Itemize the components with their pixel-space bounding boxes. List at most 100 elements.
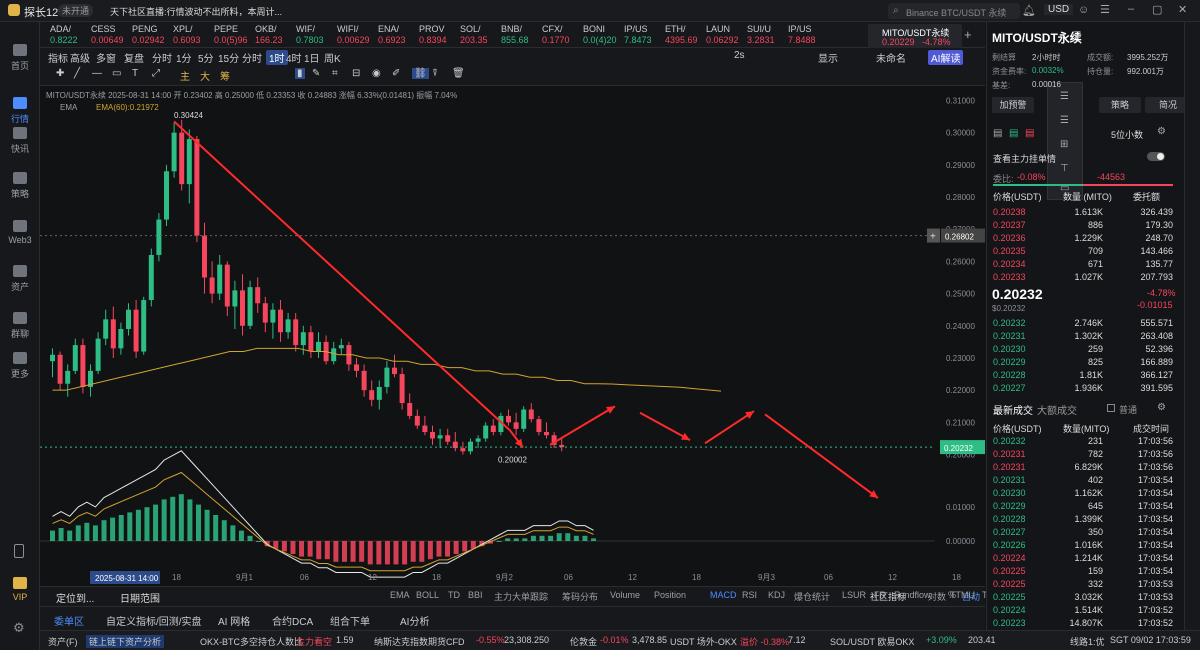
ticker-item[interactable]: PROV 0.8394 xyxy=(419,24,457,48)
toolbar-right-item[interactable]: AI解读 xyxy=(928,50,964,65)
maximize-icon[interactable]: ▢ xyxy=(1152,4,1163,16)
toolbar-item[interactable]: 复盘 xyxy=(124,54,144,65)
bid-row[interactable]: 0.20227 1.936K 391.595 xyxy=(993,383,1173,394)
ticker-item[interactable]: ETH/4395.69 xyxy=(665,24,703,48)
nav-more[interactable]: 更多 xyxy=(0,352,40,380)
hline-tool-icon[interactable]: — xyxy=(92,68,102,79)
phone-icon[interactable] xyxy=(14,544,24,558)
trade-settings-icon[interactable]: ⚙ xyxy=(1157,402,1166,413)
pen-icon[interactable]: ✐ xyxy=(392,68,401,79)
indicator-8[interactable]: MACD xyxy=(710,590,737,600)
ticker-item[interactable]: WIFI/0.00629 xyxy=(337,24,375,48)
ticker-item[interactable]: IP/US 7.8488 xyxy=(788,24,826,48)
ask-row[interactable]: 0.20236 1.229K 248.70 xyxy=(993,233,1173,244)
user-icon[interactable]: ☺ xyxy=(1078,4,1090,16)
bid-row[interactable]: 0.20231 1.302K 263.408 xyxy=(993,331,1173,342)
ticker-item[interactable]: SUI/U 3.2831 xyxy=(747,24,785,48)
projection-arrow-up[interactable] xyxy=(704,410,755,445)
ruler-icon[interactable]: ⌗ xyxy=(332,68,338,79)
strategy-button[interactable]: 策略 xyxy=(1099,97,1141,113)
copy-icon[interactable]: ❐ xyxy=(1073,30,1082,40)
bid-row[interactable]: 0.20230 259 52.396 xyxy=(993,344,1173,355)
date-range-button[interactable]: 日期范围 xyxy=(120,594,160,605)
toolbar-item[interactable]: 4时 xyxy=(286,54,302,65)
search-box[interactable]: ⌕ Binance BTC/USDT 永续 xyxy=(888,3,1020,19)
text-tool-icon[interactable]: T xyxy=(132,68,139,79)
ema-legend[interactable]: EMA xyxy=(60,103,78,112)
community-indicators[interactable]: 社区指标 xyxy=(870,592,907,602)
book-view-bids-icon[interactable]: ▤ xyxy=(1009,128,1019,139)
bottom-tab[interactable]: 组合下单 xyxy=(330,617,370,628)
alert-button[interactable]: 加预警 xyxy=(992,97,1034,113)
close-icon[interactable]: ✕ xyxy=(1178,4,1188,16)
nav-market[interactable]: 行情 xyxy=(0,97,40,125)
lock-icon[interactable]: ⊟ xyxy=(352,68,361,79)
percent-toggle[interactable]: % xyxy=(948,590,957,600)
toolbar-item[interactable]: 1日 xyxy=(304,54,320,65)
indicator-7[interactable]: Position xyxy=(654,590,687,600)
layout-4-icon[interactable]: ⊤ xyxy=(1060,163,1069,174)
crosshair-add-icon[interactable] xyxy=(927,228,940,243)
toolbar-right-item[interactable]: 2s xyxy=(734,50,745,61)
rect-tool-icon[interactable]: ▭ xyxy=(112,68,122,79)
btn-big[interactable]: 大 xyxy=(200,72,210,83)
ticker-item[interactable]: ENA/0.6923 xyxy=(378,24,416,48)
nav-home[interactable]: 首页 xyxy=(0,44,40,72)
indicator-6[interactable]: Volume xyxy=(610,590,641,600)
bottom-tab[interactable]: 合约DCA xyxy=(272,617,314,628)
trend-arrow-up[interactable] xyxy=(549,405,616,446)
toolbar-item[interactable]: 5分 xyxy=(198,54,214,65)
ticker-item[interactable]: WIF/0.7803 xyxy=(296,24,334,48)
trade-filter-checkbox[interactable] xyxy=(1107,404,1115,412)
toolbar-item[interactable]: 高级 xyxy=(70,54,90,65)
ticker-item[interactable]: CESS 0.00649 xyxy=(91,24,129,48)
account-badge[interactable]: 未开通 xyxy=(58,4,94,17)
ticker-item[interactable]: LAUN 0.06292 xyxy=(706,24,744,48)
minimize-icon[interactable]: – xyxy=(1128,3,1135,15)
toolbar-item[interactable]: 周K xyxy=(324,54,341,65)
nav-strategy[interactable]: 策略 xyxy=(0,172,40,200)
bell-icon[interactable]: 🔔︎ xyxy=(1022,5,1036,17)
bottom-tab[interactable]: AI分析 xyxy=(400,617,430,628)
indicator-5[interactable]: 筹码分布 xyxy=(562,592,599,602)
indicator-2[interactable]: TD xyxy=(448,590,460,600)
measure-icon[interactable]: ⤢ xyxy=(152,68,160,79)
add-tab-icon[interactable]: + xyxy=(964,27,972,42)
ticker-item[interactable]: IP/US 7.8473 xyxy=(624,24,662,48)
book-view-icon[interactable]: ▤ xyxy=(993,128,1003,139)
active-ticker[interactable]: MITO/USDT永续 0.20229 -4.78% xyxy=(868,24,962,48)
bottom-tab[interactable]: 委单区 xyxy=(54,617,84,628)
trend-arrow-2[interactable] xyxy=(639,411,691,441)
ask-row[interactable]: 0.20237 886 179.30 xyxy=(993,220,1173,231)
brush-icon[interactable]: ✎ xyxy=(312,68,321,79)
toolbar-item[interactable]: 多窗 xyxy=(96,54,116,65)
book-view-asks-icon[interactable]: ▤ xyxy=(1025,128,1035,139)
ticker-item[interactable]: PENG 0.02942 xyxy=(132,24,170,48)
toolbar-item[interactable]: 指标 xyxy=(48,54,68,65)
bid-row[interactable]: 0.20228 1.81K 366.127 xyxy=(993,370,1173,381)
indicator-3[interactable]: BBI xyxy=(468,590,483,600)
indicator-15[interactable]: TTMU xyxy=(950,590,975,600)
bid-row[interactable]: 0.20229 825 166.889 xyxy=(993,357,1173,368)
filter-icon[interactable]: ⍒ xyxy=(432,68,438,79)
trash-icon[interactable]: 🗑︎ xyxy=(452,68,465,79)
indicator-14[interactable]: Fundflow xyxy=(894,590,931,600)
link-icon[interactable]: ⛓ xyxy=(412,68,429,79)
app-logo[interactable]: 探长12 xyxy=(24,7,59,19)
nav-chat[interactable]: 群聊 xyxy=(0,312,40,340)
indicator-0[interactable]: EMA xyxy=(390,590,410,600)
projection-arrow-down[interactable] xyxy=(764,413,879,499)
indicator-10[interactable]: KDJ xyxy=(768,590,786,600)
nav-news[interactable]: 快讯 xyxy=(0,127,40,155)
indicator-12[interactable]: LSUR xyxy=(842,590,867,600)
toolbar-item[interactable]: 1分 xyxy=(176,54,192,65)
price-chart[interactable]: 0.310000.300000.290000.280000.270000.260… xyxy=(40,86,985,586)
ask-row[interactable]: 0.20234 671 135.77 xyxy=(993,259,1173,270)
locate-button[interactable]: 定位到... xyxy=(56,594,95,605)
bottom-tab[interactable]: AI 网格 xyxy=(218,617,251,628)
layout-1-icon[interactable]: ☰ xyxy=(1060,91,1069,102)
indicator-13[interactable]: FR xyxy=(874,590,886,600)
settings-icon[interactable]: ⚙ xyxy=(13,620,25,635)
overview-button[interactable]: 简况 xyxy=(1145,97,1191,113)
depth-select[interactable]: 5位小数 xyxy=(1111,130,1144,140)
